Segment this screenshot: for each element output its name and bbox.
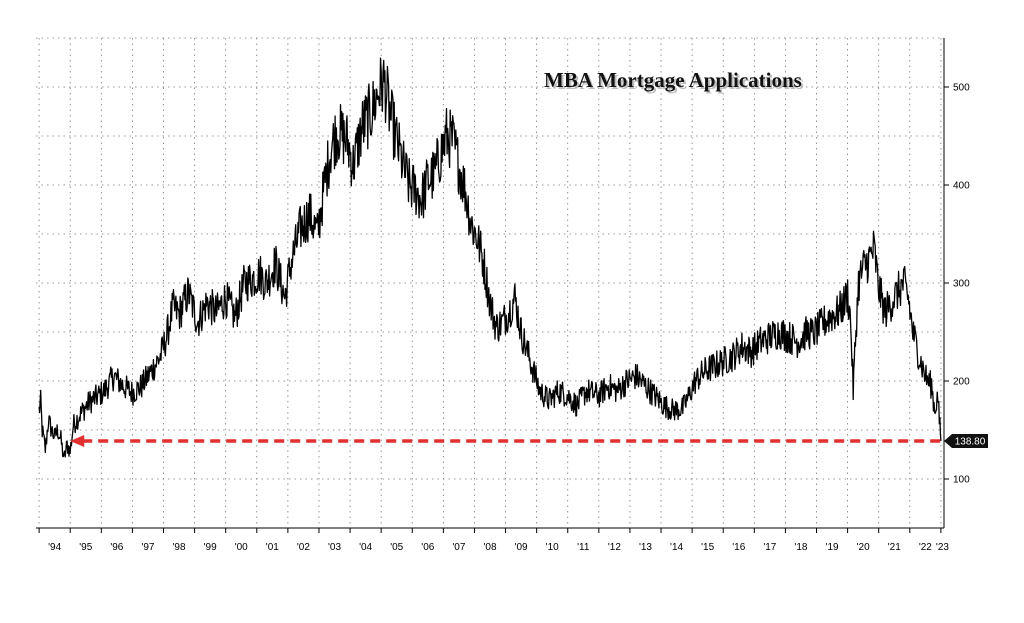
axes: '94 '95 '96 '97 '98 '99 '00 '01 '02 '03 '04 '05 '06 '… — [36, 38, 970, 553]
x-tick-label: '10 — [546, 542, 559, 553]
x-tick-label: '00 — [235, 542, 248, 553]
last-value-box — [944, 433, 988, 448]
x-tick-label: '09 — [515, 542, 528, 553]
x-tick-label: '16 — [732, 542, 745, 553]
chart-title: MBA Mortgage Applications — [544, 68, 802, 92]
x-tick-label: '21 — [888, 542, 901, 553]
x-tick-label: '02 — [297, 542, 310, 553]
grid — [36, 37, 944, 529]
last-value-label: 138.80 — [955, 436, 986, 447]
x-tick-label: '08 — [483, 542, 496, 553]
y-tick-label: 200 — [953, 377, 970, 388]
x-tick-label: '03 — [328, 542, 341, 553]
x-tick-label: '19 — [826, 542, 839, 553]
x-tick-label: '18 — [794, 542, 807, 553]
x-tick-label: '07 — [452, 542, 465, 553]
title-group: MBA Mortgage Applications MBA Mortgage A… — [544, 68, 804, 94]
x-tick-label: '17 — [763, 542, 776, 553]
x-tick-label: '05 — [390, 542, 403, 553]
x-tick-label: '99 — [204, 542, 217, 553]
y-tick-label: 500 — [953, 83, 970, 94]
chart-title-shadow: MBA Mortgage Applications — [546, 70, 804, 94]
y-tick-label: 300 — [953, 279, 970, 290]
reference-arrow-head — [70, 434, 85, 447]
x-tick-label: '11 — [577, 542, 590, 553]
x-tick-label: '06 — [421, 542, 434, 553]
x-tick-label: '23 — [936, 542, 949, 553]
reference-line-layer: 138.80 — [70, 433, 988, 448]
x-tick-label: '97 — [141, 542, 154, 553]
x-tick-label: '96 — [110, 542, 123, 553]
x-tick-label: '14 — [670, 542, 683, 553]
x-tick-label: '01 — [266, 542, 279, 553]
x-tick-label: '13 — [639, 542, 652, 553]
x-tick-label: '94 — [48, 542, 61, 553]
series-layer — [38, 57, 942, 458]
y-tick-label: 100 — [953, 475, 970, 486]
x-tick-label: '04 — [359, 542, 372, 553]
x-tick-label: '98 — [173, 542, 186, 553]
x-tick-label: '95 — [79, 542, 92, 553]
y-tick-label: 400 — [953, 181, 970, 192]
x-tick-label: '20 — [857, 542, 870, 553]
series-line — [38, 57, 942, 458]
x-tick-label: '12 — [608, 542, 621, 553]
x-tick-label: '15 — [701, 542, 714, 553]
x-tick-label: '22 — [919, 542, 932, 553]
